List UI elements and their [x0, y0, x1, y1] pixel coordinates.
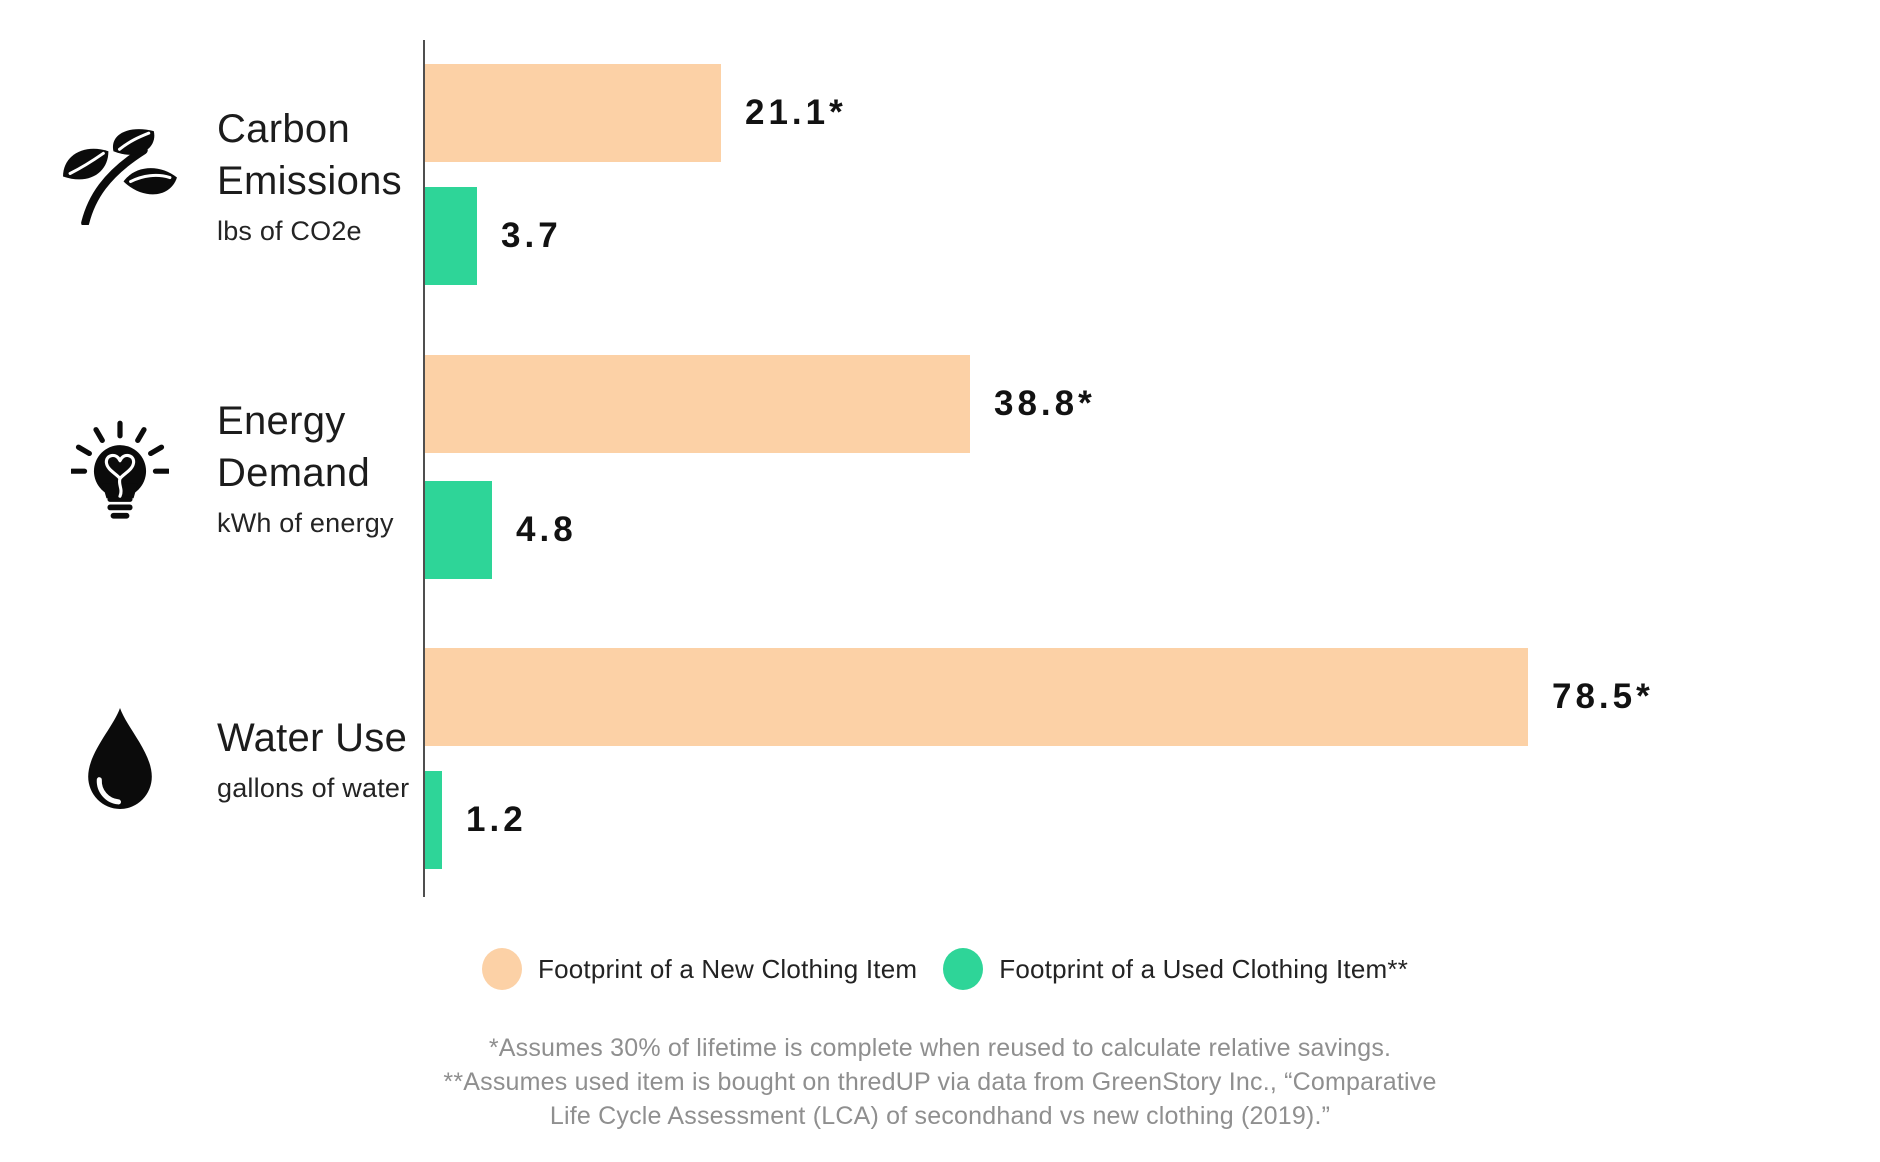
bar-water-used	[425, 771, 442, 869]
bar-row-water-used: 1.2	[425, 771, 527, 869]
category-label-energy: Energy Demand kWh of energy	[217, 395, 394, 539]
bar-value-label: 4.8	[516, 510, 577, 549]
category-title-line: Energy	[217, 399, 346, 443]
legend-item-used: Footprint of a Used Clothing Item**	[943, 948, 1408, 990]
category-label-carbon: Carbon Emissions lbs of CO2e	[217, 103, 402, 247]
category-energy-demand: Energy Demand kWh of energy	[0, 355, 423, 579]
bar-row-energy-used: 4.8	[425, 481, 577, 579]
bar-value-label: 38.8*	[994, 384, 1096, 423]
category-title-line: Water Use	[217, 716, 408, 760]
legend-label-new: Footprint of a New Clothing Item	[538, 953, 918, 984]
bar-row-carbon-new: 21.1*	[425, 64, 847, 162]
category-label-water: Water Use gallons of water	[217, 712, 409, 804]
legend-item-new: Footprint of a New Clothing Item	[482, 948, 917, 990]
water-drop-icon	[55, 706, 185, 810]
bar-energy-new	[425, 355, 970, 453]
category-title-line: Emissions	[217, 158, 402, 203]
bar-value-label: 21.1*	[745, 93, 847, 132]
category-unit: kWh of energy	[217, 508, 394, 538]
category-unit: gallons of water	[217, 773, 410, 803]
legend: Footprint of a New Clothing Item Footpri…	[482, 948, 1408, 990]
footnote-line: **Assumes used item is bought on thredUP…	[443, 1068, 1437, 1096]
bar-value-label: 78.5*	[1552, 677, 1654, 716]
legend-swatch-used	[943, 948, 984, 990]
bar-carbon-used	[425, 187, 477, 285]
plant-icon	[55, 125, 185, 225]
category-title-line: Carbon	[217, 106, 350, 151]
axis-line	[423, 40, 425, 897]
footnote-line: *Assumes 30% of lifetime is complete whe…	[488, 1034, 1392, 1062]
category-carbon-emissions: Carbon Emissions lbs of CO2e	[0, 64, 423, 285]
bar-energy-used	[425, 481, 492, 579]
category-water-use: Water Use gallons of water	[0, 648, 423, 868]
footnote-line: Life Cycle Assessment (LCA) of secondhan…	[549, 1102, 1331, 1130]
bar-carbon-new	[425, 64, 721, 162]
category-unit: lbs of CO2e	[217, 215, 362, 246]
bar-row-water-new: 78.5*	[425, 648, 1654, 746]
bar-value-label: 3.7	[501, 216, 562, 255]
lightbulb-icon	[55, 402, 185, 532]
bar-water-new	[425, 648, 1528, 746]
bar-row-carbon-used: 3.7	[425, 187, 562, 285]
footnotes: *Assumes 30% of lifetime is complete whe…	[0, 1031, 1880, 1133]
bar-row-energy-new: 38.8*	[425, 355, 1096, 453]
bar-value-label: 1.2	[466, 800, 527, 839]
legend-label-used: Footprint of a Used Clothing Item**	[999, 953, 1409, 984]
category-title-line: Demand	[217, 451, 370, 495]
legend-swatch-new	[482, 948, 522, 990]
